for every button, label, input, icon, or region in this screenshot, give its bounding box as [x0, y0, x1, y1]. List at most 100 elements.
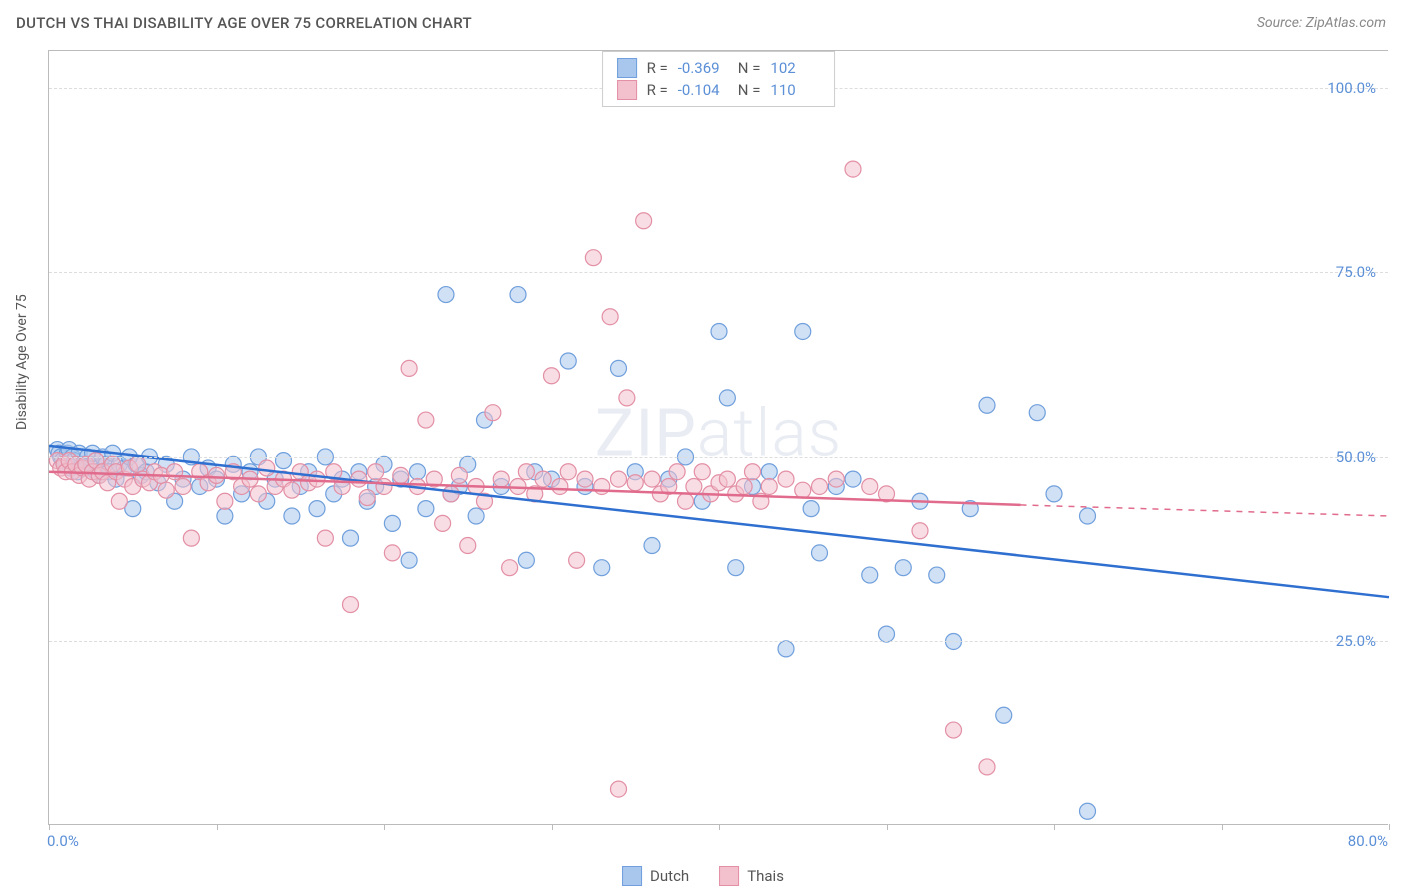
data-point [778, 641, 794, 657]
data-point [560, 464, 576, 480]
data-point [443, 486, 459, 502]
data-point [317, 530, 333, 546]
data-point [929, 567, 945, 583]
x-tick [887, 824, 888, 830]
data-point [979, 759, 995, 775]
data-point [845, 161, 861, 177]
x-tick [1222, 824, 1223, 830]
data-point [384, 515, 400, 531]
data-point [979, 397, 995, 413]
legend-item: Thais [719, 866, 784, 886]
data-point [343, 597, 359, 613]
data-point [803, 501, 819, 517]
data-point [284, 482, 300, 498]
source-label: Source: ZipAtlas.com [1257, 15, 1386, 31]
data-point [611, 360, 627, 376]
data-point [611, 781, 627, 797]
data-point [359, 490, 375, 506]
data-point [384, 545, 400, 561]
scatter-svg [49, 51, 1388, 824]
legend-label: Thais [747, 867, 784, 885]
x-tick [719, 824, 720, 830]
data-point [158, 482, 174, 498]
trend-line-dashed [1021, 505, 1390, 516]
data-point [560, 353, 576, 369]
data-point [535, 471, 551, 487]
data-point [736, 478, 752, 494]
data-point [686, 478, 702, 494]
data-point [669, 464, 685, 480]
data-point [510, 287, 526, 303]
correlation-stats-box: R =-0.369N =102R =-0.104N =110 [602, 51, 836, 107]
data-point [795, 323, 811, 339]
data-point [585, 250, 601, 266]
data-point [284, 508, 300, 524]
stat-r-value: -0.104 [678, 81, 728, 99]
data-point [217, 493, 233, 509]
data-point [111, 493, 127, 509]
data-point [761, 464, 777, 480]
data-point [130, 456, 146, 472]
stat-r-label: R = [647, 81, 668, 99]
stats-row: R =-0.369N =102 [617, 58, 821, 78]
stat-n-value: 110 [770, 81, 820, 99]
data-point [259, 460, 275, 476]
series-legend: DutchThais [622, 866, 784, 886]
grid-line [49, 641, 1388, 642]
data-point [468, 508, 484, 524]
data-point [879, 626, 895, 642]
trend-line [49, 446, 1389, 597]
y-tick-label: 100.0% [1327, 79, 1376, 97]
data-point [619, 390, 635, 406]
data-point [183, 530, 199, 546]
data-point [636, 213, 652, 229]
data-point [376, 478, 392, 494]
data-point [812, 545, 828, 561]
data-point [493, 471, 509, 487]
chart-title: DUTCH VS THAI DISABILITY AGE OVER 75 COR… [16, 14, 472, 32]
stat-n-label: N = [738, 59, 761, 77]
data-point [418, 412, 434, 428]
data-point [518, 464, 534, 480]
data-point [845, 471, 861, 487]
x-tick [1054, 824, 1055, 830]
data-point [1080, 508, 1096, 524]
x-tick [1389, 824, 1390, 830]
data-point [719, 390, 735, 406]
y-tick-label: 50.0% [1336, 448, 1376, 466]
data-point [418, 501, 434, 517]
data-point [438, 287, 454, 303]
data-point [569, 552, 585, 568]
data-point [602, 309, 618, 325]
data-point [209, 467, 225, 483]
data-point [410, 464, 426, 480]
data-point [812, 478, 828, 494]
data-point [711, 323, 727, 339]
stats-row: R = -0.104 N = 110 [617, 80, 821, 100]
data-point [644, 471, 660, 487]
data-point [828, 471, 844, 487]
data-point [594, 478, 610, 494]
data-point [250, 486, 266, 502]
data-point [435, 515, 451, 531]
stat-n-label: N = [738, 81, 761, 99]
data-point [309, 501, 325, 517]
data-point [862, 478, 878, 494]
data-point [577, 471, 593, 487]
data-point [1046, 486, 1062, 502]
data-point [728, 560, 744, 576]
legend-swatch [719, 866, 739, 886]
data-point [1029, 405, 1045, 421]
stat-r-value: -0.369 [678, 59, 728, 77]
x-tick [552, 824, 553, 830]
data-point [795, 482, 811, 498]
y-tick-label: 75.0% [1336, 263, 1376, 281]
data-point [401, 552, 417, 568]
data-point [594, 560, 610, 576]
data-point [502, 560, 518, 576]
data-point [745, 464, 761, 480]
y-tick-label: 25.0% [1336, 632, 1376, 650]
stat-r-label: R = [647, 59, 668, 77]
data-point [644, 538, 660, 554]
data-point [217, 508, 233, 524]
